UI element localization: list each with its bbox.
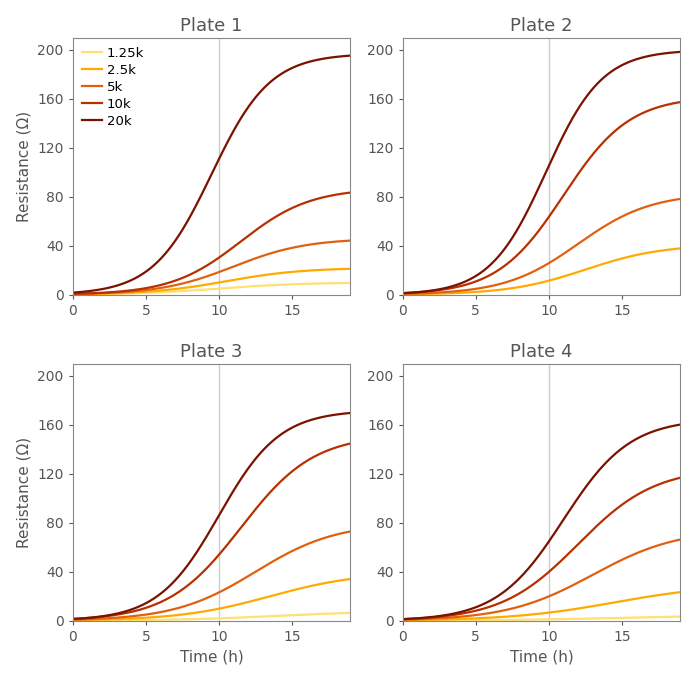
Title: Plate 1: Plate 1 (181, 16, 243, 35)
X-axis label: Time (h): Time (h) (510, 649, 574, 665)
Title: Plate 4: Plate 4 (510, 343, 573, 361)
Title: Plate 2: Plate 2 (510, 16, 573, 35)
X-axis label: Time (h): Time (h) (180, 649, 243, 665)
Y-axis label: Resistance (Ω): Resistance (Ω) (17, 110, 31, 222)
Legend: 1.25k, 2.5k, 5k, 10k, 20k: 1.25k, 2.5k, 5k, 10k, 20k (79, 44, 147, 130)
Y-axis label: Resistance (Ω): Resistance (Ω) (17, 437, 31, 548)
Title: Plate 3: Plate 3 (181, 343, 243, 361)
